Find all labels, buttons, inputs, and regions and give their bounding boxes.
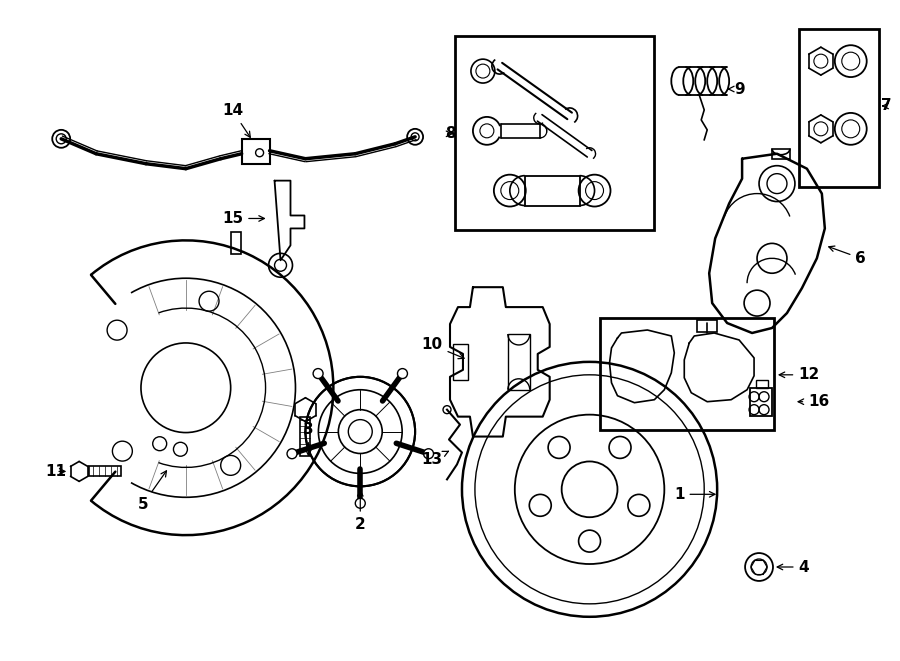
Circle shape: [398, 369, 408, 379]
Text: 13: 13: [421, 451, 448, 467]
Bar: [455, 36, 654, 231]
Text: 10: 10: [421, 337, 464, 359]
Bar: [241, 139, 270, 164]
Bar: [230, 233, 240, 254]
Text: 9: 9: [728, 81, 744, 97]
Text: 1: 1: [674, 486, 715, 502]
Text: 2: 2: [355, 490, 365, 531]
Bar: [508, 334, 530, 390]
Text: 7: 7: [881, 98, 892, 114]
Text: 15: 15: [222, 211, 265, 226]
Text: 12: 12: [779, 368, 820, 382]
Bar: [453, 344, 468, 380]
Bar: [599, 318, 774, 430]
Text: 3: 3: [303, 422, 314, 455]
Text: 14: 14: [222, 103, 250, 137]
Circle shape: [356, 498, 365, 508]
Text: 4: 4: [778, 559, 809, 574]
Circle shape: [287, 449, 297, 459]
Text: 6: 6: [829, 246, 866, 266]
Bar: [525, 176, 580, 206]
Bar: [756, 380, 768, 388]
Bar: [89, 467, 121, 477]
Bar: [772, 149, 790, 159]
Bar: [750, 388, 772, 416]
Circle shape: [424, 449, 434, 459]
Bar: [799, 29, 878, 186]
Bar: [698, 320, 717, 332]
Text: 8: 8: [445, 126, 455, 141]
Bar: [301, 416, 310, 457]
Text: 16: 16: [798, 394, 830, 409]
Text: 11: 11: [46, 464, 67, 479]
Circle shape: [313, 369, 323, 379]
Text: 5: 5: [138, 471, 166, 512]
